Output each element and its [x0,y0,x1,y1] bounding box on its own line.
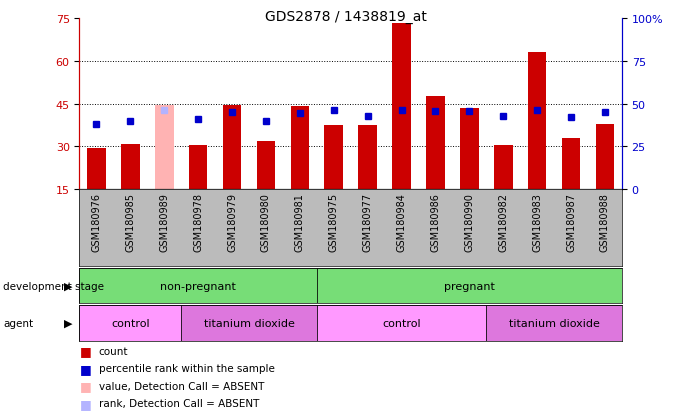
Text: control: control [111,318,150,328]
Bar [87,149,106,190]
Text: GDS2878 / 1438819_at: GDS2878 / 1438819_at [265,10,426,24]
Text: GSM180979: GSM180979 [227,192,237,251]
Text: ■: ■ [79,362,91,375]
Bar [316,306,486,341]
Text: ■: ■ [79,344,91,358]
Bar [392,24,411,190]
Text: titanium dioxide: titanium dioxide [204,318,294,328]
Bar [426,97,445,190]
Text: GSM180983: GSM180983 [532,192,542,251]
Bar [223,106,241,190]
Bar [256,141,275,190]
Bar [562,139,580,190]
Text: value, Detection Call = ABSENT: value, Detection Call = ABSENT [99,381,264,391]
Text: pregnant: pregnant [444,281,495,291]
Text: GSM180981: GSM180981 [295,192,305,251]
Bar [324,126,343,190]
Text: GSM180989: GSM180989 [159,192,169,251]
Text: rank, Detection Call = ABSENT: rank, Detection Call = ABSENT [99,398,259,408]
Text: GSM180987: GSM180987 [566,192,576,251]
Text: ■: ■ [79,379,91,392]
Bar [460,109,479,190]
Text: GSM180988: GSM180988 [600,192,610,251]
Text: GSM180990: GSM180990 [464,192,474,251]
Text: GSM180978: GSM180978 [193,192,203,251]
Text: GSM180982: GSM180982 [498,192,509,251]
Bar [155,106,173,190]
Bar [359,126,377,190]
Text: count: count [99,346,129,356]
Bar [181,306,316,341]
Text: percentile rank within the sample: percentile rank within the sample [99,363,275,373]
Bar [316,268,622,304]
Text: ▶: ▶ [64,318,73,328]
Text: GSM180977: GSM180977 [363,192,372,251]
Text: ■: ■ [79,396,91,410]
Bar [121,144,140,190]
Text: agent: agent [3,318,34,328]
Bar [79,306,181,341]
Text: control: control [382,318,421,328]
Bar [486,306,622,341]
Text: development stage: development stage [3,281,104,291]
Text: ▶: ▶ [64,281,73,291]
Bar [189,146,207,190]
Text: titanium dioxide: titanium dioxide [509,318,600,328]
Text: GSM180985: GSM180985 [125,192,135,251]
Text: GSM180975: GSM180975 [329,192,339,251]
Bar [528,53,547,190]
Bar [290,107,309,190]
Text: GSM180980: GSM180980 [261,192,271,251]
Bar [596,124,614,190]
Bar [494,146,513,190]
Bar [79,268,316,304]
Text: non-pregnant: non-pregnant [160,281,236,291]
Text: GSM180984: GSM180984 [397,192,406,251]
Text: GSM180976: GSM180976 [91,192,102,251]
Text: GSM180986: GSM180986 [430,192,440,251]
